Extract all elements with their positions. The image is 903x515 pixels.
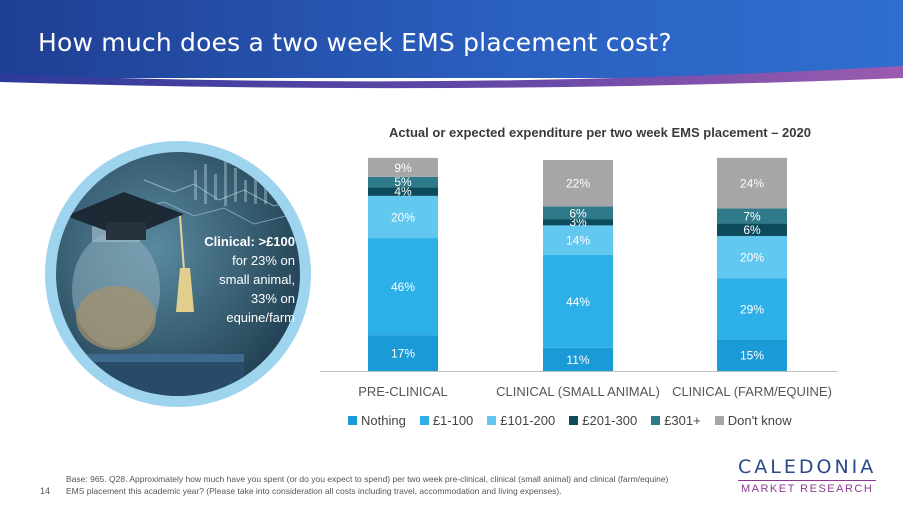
callout-line: small animal,: [219, 272, 295, 287]
bar-segment: [717, 235, 787, 279]
category-label: CLINICAL (FARM/EQUINE): [672, 384, 832, 399]
bar-segment: [717, 278, 787, 340]
data-label: 15%: [740, 349, 764, 363]
legend-label: Nothing: [361, 413, 406, 428]
legend-swatch: [419, 416, 429, 425]
bar-segment: [543, 160, 613, 207]
data-label: 11%: [566, 353, 589, 367]
header-background: [0, 0, 903, 89]
callout-heading: Clinical: >£100: [204, 234, 295, 249]
legend-label: £301+: [664, 413, 701, 428]
logo-line1: CALEDONIA: [738, 456, 877, 478]
bar-segment: [717, 223, 787, 236]
bar-segment: [717, 208, 787, 224]
header-banner: How much does a two week EMS placement c…: [0, 0, 903, 90]
logo-rule: [738, 480, 877, 481]
data-label: 29%: [740, 302, 764, 316]
callout-line: for 23% on: [232, 253, 295, 268]
callout-line: 33% on: [250, 291, 295, 306]
bar-segment: [368, 335, 438, 371]
bar-segment: [717, 157, 787, 209]
bar-segment: [543, 225, 613, 255]
data-label: 4%: [394, 185, 412, 199]
legend-label: Don't know: [727, 413, 792, 428]
data-label: 20%: [391, 210, 415, 224]
caledonia-logo: CALEDONIA MARKET RESEARCH: [738, 456, 877, 495]
callout-line: equine/farm: [226, 310, 295, 325]
decorative-photo-circle: [44, 140, 312, 408]
legend-swatch: [651, 416, 661, 425]
footnote: Base: 965. Q28. Approximately how much h…: [66, 474, 669, 496]
data-label: 24%: [740, 177, 764, 191]
legend-label: £201-300: [582, 413, 638, 428]
bar-segment: [717, 339, 787, 371]
bar-segment: [368, 195, 438, 239]
legend-item: £101-200: [487, 413, 555, 428]
bar-segment: [368, 238, 438, 336]
data-label: 20%: [740, 251, 764, 265]
data-label: 6%: [743, 223, 761, 237]
data-label: 22%: [566, 177, 590, 191]
bar-segment: [543, 254, 613, 348]
logo-line2: MARKET RESEARCH: [740, 483, 874, 495]
legend-item: Nothing: [348, 413, 406, 428]
data-label: 14%: [566, 234, 590, 248]
data-label: 9%: [394, 161, 412, 175]
legend-swatch: [714, 416, 724, 425]
bar-segment: [543, 347, 613, 371]
chart-legend: Nothing £1-100 £101-200 £201-300 £301+ Don't …: [348, 413, 792, 428]
legend-swatch: [348, 416, 357, 425]
legend-item: £301+: [651, 413, 701, 428]
money-jar-graduation-cap-image: [45, 141, 311, 407]
legend-item: Don't know: [714, 413, 792, 428]
bar-segment: [368, 176, 438, 188]
legend-swatch: [569, 416, 579, 425]
data-label: 46%: [391, 280, 415, 294]
data-label: 44%: [566, 295, 590, 309]
category-label: CLINICAL (SMALL ANIMAL): [496, 384, 660, 399]
legend-label: £1-100: [432, 413, 474, 428]
bar-segment: [368, 187, 438, 196]
chart-title: Actual or expected expenditure per two w…: [389, 125, 811, 140]
page-number: 14: [40, 486, 51, 496]
legend-swatch: [487, 416, 497, 425]
page-title: How much does a two week EMS placement c…: [38, 28, 672, 57]
data-label: 7%: [743, 209, 761, 223]
data-label: 17%: [391, 347, 415, 361]
data-label: 5%: [394, 175, 412, 189]
bar-segment: [543, 219, 613, 226]
clinical-callout: Clinical: >£100 for 23% on small animal,…: [165, 232, 295, 327]
legend-label: £101-200: [500, 413, 556, 428]
bar-segment: [368, 157, 438, 177]
legend-item: £1-100: [419, 413, 474, 428]
category-label: PRE-CLINICAL: [358, 384, 448, 399]
bar-segment: [543, 206, 613, 220]
data-label: 6%: [569, 206, 587, 220]
legend-item: £201-300: [569, 413, 637, 428]
